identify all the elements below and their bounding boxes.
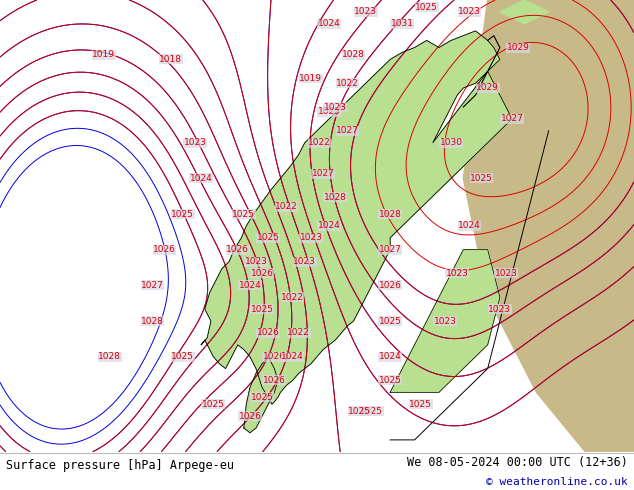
Text: 1023: 1023 bbox=[324, 102, 347, 112]
Text: We 08-05-2024 00:00 UTC (12+36): We 08-05-2024 00:00 UTC (12+36) bbox=[407, 456, 628, 469]
Text: 1025: 1025 bbox=[233, 210, 256, 219]
Text: 1023: 1023 bbox=[495, 269, 517, 278]
Text: 1025: 1025 bbox=[348, 407, 371, 416]
Text: 1026: 1026 bbox=[263, 352, 286, 361]
Polygon shape bbox=[390, 250, 500, 392]
Text: 1025: 1025 bbox=[250, 305, 274, 314]
Text: 1028: 1028 bbox=[324, 193, 347, 202]
Text: 1025: 1025 bbox=[415, 2, 438, 12]
Text: 1022: 1022 bbox=[336, 79, 359, 88]
Text: 1026: 1026 bbox=[263, 376, 286, 385]
Text: 1025: 1025 bbox=[257, 233, 280, 242]
Text: © weatheronline.co.uk: © weatheronline.co.uk bbox=[486, 477, 628, 487]
Text: 1031: 1031 bbox=[391, 19, 414, 28]
Text: 1026: 1026 bbox=[250, 269, 274, 278]
Text: 1024: 1024 bbox=[238, 281, 261, 290]
Text: 1027: 1027 bbox=[501, 114, 524, 123]
Text: 1026: 1026 bbox=[257, 328, 280, 338]
Text: 1027: 1027 bbox=[378, 245, 401, 254]
Text: 1024: 1024 bbox=[378, 352, 401, 361]
Text: 1026: 1026 bbox=[226, 245, 249, 254]
Text: 1023: 1023 bbox=[245, 257, 268, 266]
Text: 1019: 1019 bbox=[92, 50, 115, 59]
Text: 1024: 1024 bbox=[318, 19, 340, 28]
Polygon shape bbox=[488, 0, 634, 202]
Text: 1027: 1027 bbox=[336, 126, 359, 135]
Text: Surface pressure [hPa] Arpege-eu: Surface pressure [hPa] Arpege-eu bbox=[6, 459, 235, 472]
Text: 1018: 1018 bbox=[159, 55, 182, 64]
Text: 1025: 1025 bbox=[378, 376, 401, 385]
Text: 1022: 1022 bbox=[308, 138, 331, 147]
Text: 1024: 1024 bbox=[281, 352, 304, 361]
Text: 1025: 1025 bbox=[318, 107, 340, 116]
Text: 1025: 1025 bbox=[409, 400, 432, 409]
Text: 1025: 1025 bbox=[171, 352, 195, 361]
Text: 1025: 1025 bbox=[202, 400, 225, 409]
Text: 1029: 1029 bbox=[476, 83, 499, 93]
Text: 1026: 1026 bbox=[378, 281, 401, 290]
Text: 1022: 1022 bbox=[275, 202, 298, 211]
Text: 1025: 1025 bbox=[378, 317, 401, 325]
Text: 1024: 1024 bbox=[190, 174, 212, 183]
Text: 1022: 1022 bbox=[281, 293, 304, 302]
Polygon shape bbox=[201, 31, 512, 404]
Text: 1025: 1025 bbox=[171, 210, 195, 219]
Text: 1024: 1024 bbox=[458, 221, 481, 230]
Text: 1025: 1025 bbox=[360, 407, 384, 416]
Polygon shape bbox=[463, 0, 634, 452]
Text: 1026: 1026 bbox=[238, 412, 261, 420]
Text: 1023: 1023 bbox=[434, 317, 456, 325]
Text: 1024: 1024 bbox=[318, 221, 340, 230]
Text: 1025: 1025 bbox=[470, 174, 493, 183]
Text: 1028: 1028 bbox=[378, 210, 401, 219]
Text: 1027: 1027 bbox=[141, 281, 164, 290]
Polygon shape bbox=[244, 357, 278, 433]
Text: 1023: 1023 bbox=[446, 269, 469, 278]
Text: 1029: 1029 bbox=[507, 43, 529, 52]
Text: 1023: 1023 bbox=[354, 7, 377, 16]
Text: 1023: 1023 bbox=[294, 257, 316, 266]
Text: 1022: 1022 bbox=[287, 328, 310, 338]
Text: 1028: 1028 bbox=[98, 352, 121, 361]
Text: 1027: 1027 bbox=[312, 169, 335, 178]
Text: 1023: 1023 bbox=[458, 7, 481, 16]
Text: 1028: 1028 bbox=[141, 317, 164, 325]
Text: 1028: 1028 bbox=[342, 50, 365, 59]
Polygon shape bbox=[500, 0, 548, 24]
Text: 1025: 1025 bbox=[250, 392, 274, 402]
Text: 1023: 1023 bbox=[184, 138, 207, 147]
Text: 1019: 1019 bbox=[299, 74, 323, 83]
Text: 1023: 1023 bbox=[488, 305, 512, 314]
Text: 1026: 1026 bbox=[153, 245, 176, 254]
Text: 1023: 1023 bbox=[299, 233, 322, 242]
Text: 1030: 1030 bbox=[439, 138, 463, 147]
